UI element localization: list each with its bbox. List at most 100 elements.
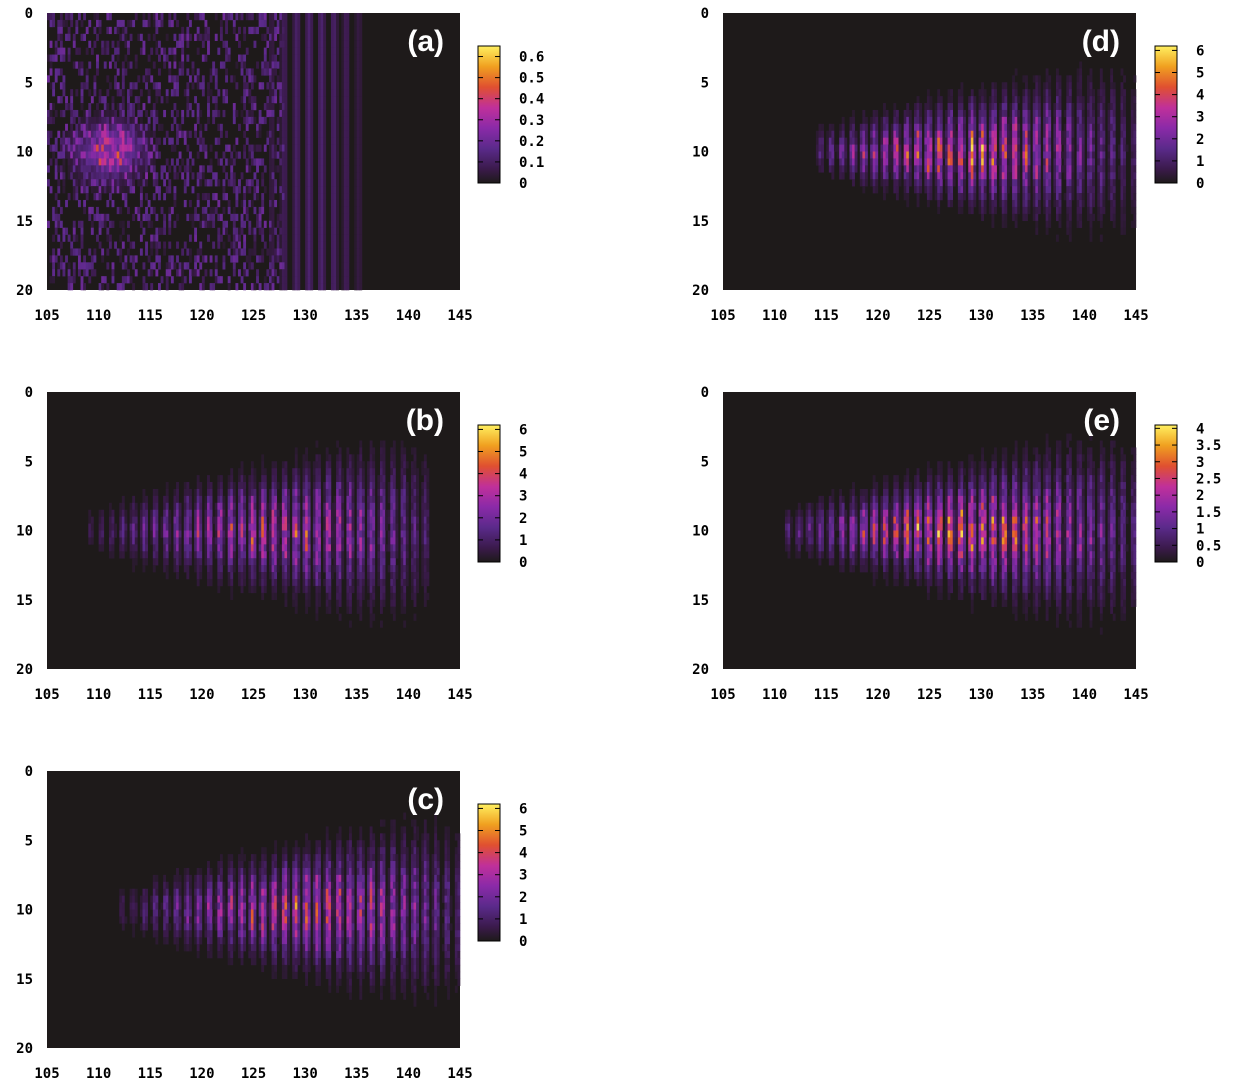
heatmap-cell <box>372 509 376 517</box>
heatmap-cell <box>98 109 102 118</box>
heatmap-cell <box>271 47 275 55</box>
heatmap-cell <box>410 572 414 580</box>
heatmap-cell <box>253 468 257 476</box>
heatmap-cell <box>150 241 154 249</box>
heatmap-cell <box>219 888 223 896</box>
heatmap-cell <box>312 861 316 869</box>
heatmap-cell <box>199 144 203 152</box>
heatmap-cell <box>178 262 182 270</box>
heatmap-cell <box>173 516 177 524</box>
heatmap-cell <box>98 144 102 152</box>
heatmap-cell <box>121 544 125 552</box>
heatmap-cell <box>294 144 298 152</box>
heatmap-cell <box>403 537 407 545</box>
heatmap-cell <box>284 234 288 242</box>
heatmap-cell <box>310 241 314 249</box>
heatmap-cell <box>323 199 327 208</box>
heatmap-cell <box>152 241 156 249</box>
heatmap-cell <box>155 19 159 28</box>
heatmap-cell <box>134 530 138 538</box>
heatmap-cell <box>108 151 112 159</box>
heatmap-cell <box>387 874 391 883</box>
heatmap-cell <box>191 220 195 228</box>
heatmap-cell <box>356 179 360 187</box>
heatmap-cell <box>382 468 386 476</box>
heatmap-cell <box>336 440 339 448</box>
heatmap-cell <box>333 19 337 28</box>
heatmap-cell <box>207 530 210 538</box>
heatmap-cell <box>134 151 138 159</box>
heatmap-cell <box>336 482 339 490</box>
heatmap-cell <box>155 516 159 524</box>
heatmap-cell <box>258 544 262 552</box>
heatmap-cell <box>297 227 301 235</box>
heatmap-cell <box>323 234 327 242</box>
heatmap-cell <box>98 116 102 125</box>
heatmap-cell <box>307 82 311 90</box>
heatmap-cell <box>346 255 350 263</box>
heatmap-cell <box>354 206 358 215</box>
heatmap-cell <box>341 26 345 35</box>
heatmap-cell <box>310 26 314 35</box>
heatmap-cell <box>212 516 216 524</box>
heatmap-cell <box>116 130 120 138</box>
heatmap-cell <box>243 509 247 517</box>
heatmap-cell <box>336 585 339 594</box>
heatmap-cell <box>243 488 247 497</box>
heatmap-cell <box>292 13 296 21</box>
heatmap-cell <box>108 130 112 138</box>
heatmap-cell <box>359 558 363 566</box>
heatmap-cell <box>268 75 272 83</box>
heatmap-cell <box>119 19 123 28</box>
heatmap-cell <box>323 530 327 538</box>
heatmap-cell <box>137 144 141 152</box>
heatmap-cell <box>323 61 327 69</box>
heatmap-cell <box>392 867 396 876</box>
heatmap-cell <box>145 516 148 524</box>
heatmap-cell <box>108 144 112 152</box>
heatmap-cell <box>132 537 136 545</box>
heatmap-cell <box>271 530 275 538</box>
heatmap-cell <box>196 551 200 559</box>
heatmap-cell <box>284 54 288 62</box>
heatmap-cell <box>294 193 298 201</box>
heatmap-cell <box>168 227 172 235</box>
heatmap-cell <box>207 47 210 55</box>
heatmap-cell <box>341 881 345 890</box>
heatmap-cell <box>106 283 110 291</box>
heatmap-cell <box>204 19 208 28</box>
heatmap-cell <box>238 537 241 545</box>
heatmap-cell <box>194 213 198 222</box>
heatmap-cell <box>204 220 208 228</box>
heatmap-cell <box>346 572 350 580</box>
heatmap-cell <box>199 482 203 490</box>
heatmap-cell <box>336 551 339 559</box>
heatmap-cell <box>248 475 252 483</box>
heatmap-cell <box>279 888 283 896</box>
heatmap-cell <box>129 551 133 559</box>
heatmap-cell <box>70 116 74 125</box>
heatmap-cell <box>227 158 231 166</box>
heatmap-cell <box>145 213 148 222</box>
heatmap-cell <box>410 558 414 566</box>
heatmap-cell <box>152 123 156 132</box>
heatmap-cell <box>240 565 244 573</box>
heatmap-cell <box>124 151 128 159</box>
heatmap-cell <box>67 33 71 41</box>
heatmap-cell <box>253 241 257 249</box>
heatmap-cell <box>80 262 84 270</box>
heatmap-cell <box>361 895 365 903</box>
heatmap-cell <box>292 262 296 270</box>
heatmap-cell <box>310 186 314 194</box>
heatmap-cell <box>230 585 234 594</box>
heatmap-cell <box>204 206 208 215</box>
heatmap-cell <box>253 234 257 242</box>
heatmap-cell <box>62 19 66 28</box>
heatmap-cell <box>310 137 314 145</box>
heatmap-cell <box>225 13 228 21</box>
heatmap-cell <box>186 874 190 883</box>
heatmap-cell <box>204 151 208 159</box>
colorbar-tick-label: 2 <box>519 511 527 527</box>
heatmap-cell <box>343 199 347 208</box>
heatmap-cell <box>305 840 309 848</box>
